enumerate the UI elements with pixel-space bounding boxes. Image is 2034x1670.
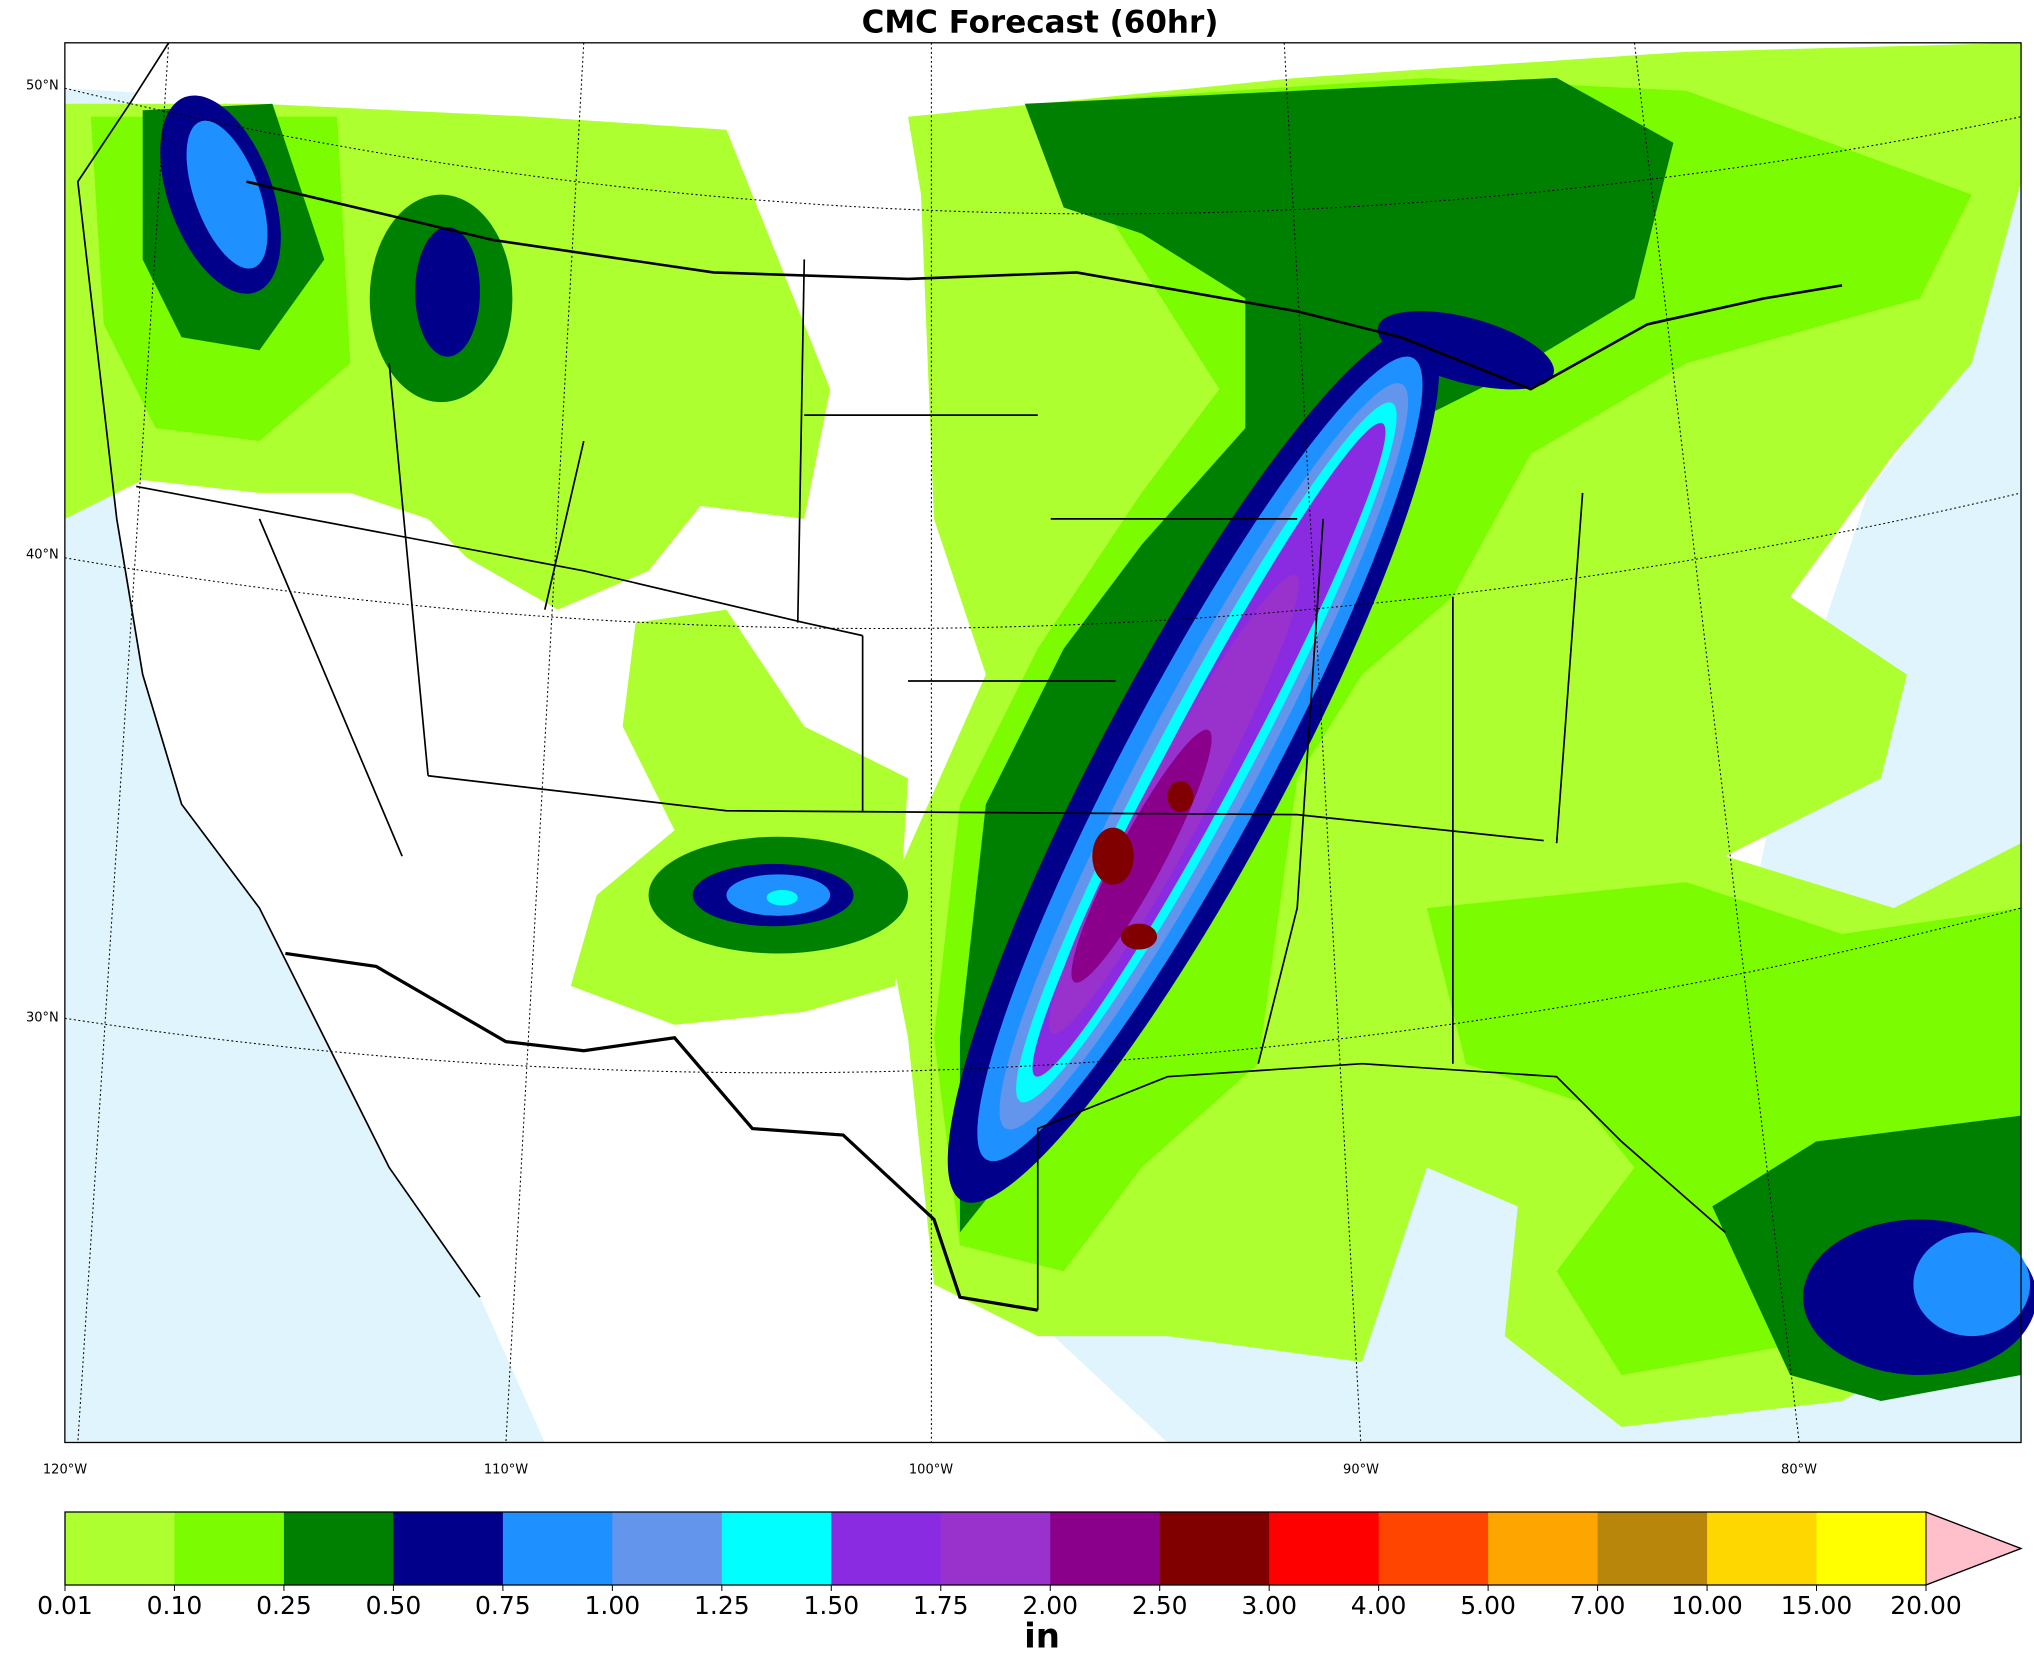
precip-area: [1092, 827, 1134, 885]
colorbar-bin: [1159, 1512, 1270, 1585]
colorbar-bin: [721, 1512, 832, 1585]
colorbar-tick-label: 1.75: [913, 1591, 969, 1620]
ocean: [64, 42, 545, 1443]
graticule: [64, 42, 2022, 1443]
colorbar-tick-label: 0.01: [37, 1591, 93, 1620]
colorbar-tick-label: 4.00: [1351, 1591, 1407, 1620]
precip-area: [1167, 780, 1194, 813]
colorbar-tick-label: 2.00: [1022, 1591, 1078, 1620]
lon-label: 110°W: [484, 1463, 528, 1478]
colorbar-tick-label: 1.25: [694, 1591, 750, 1620]
precip-area: [1120, 923, 1158, 950]
colorbar-bin: [502, 1512, 613, 1585]
colorbar-bin: [65, 1512, 175, 1585]
colorbar-tick-label: 0.25: [256, 1591, 312, 1620]
lon-label: 80°W: [1781, 1463, 1817, 1478]
colorbar-bin: [174, 1512, 285, 1585]
precip-area: [933, 77, 1972, 1272]
colorbar-bin: [1816, 1512, 1927, 1585]
colorbar-tick-label: 1.50: [803, 1591, 859, 1620]
lon-label: 100°W: [909, 1463, 953, 1478]
colorbar-tick-label: 2.50: [1132, 1591, 1188, 1620]
outside-domain: [64, 42, 2022, 111]
colorbar-tick-label: 3.00: [1241, 1591, 1297, 1620]
colorbar-bin: [940, 1512, 1051, 1585]
precip-area: [766, 889, 798, 906]
colorbar-bin: [1378, 1512, 1489, 1585]
colorbar-label: in: [1024, 1617, 1060, 1657]
map: [64, 42, 2034, 1444]
lon-label: 120°W: [43, 1463, 87, 1478]
colorbar-tick-label: 0.50: [366, 1591, 422, 1620]
colorbar-tick-label: 15.00: [1781, 1591, 1853, 1620]
colorbar-tick-label: 5.00: [1460, 1591, 1516, 1620]
lat-label: 30°N: [26, 1011, 59, 1026]
lat-label: 40°N: [26, 548, 59, 563]
colorbar-bin: [1707, 1512, 1818, 1585]
colorbar-tick-label: 0.75: [475, 1591, 531, 1620]
precip-area: [415, 227, 480, 357]
map-frame: [64, 42, 2022, 1444]
colorbar-tick-label: 7.00: [1570, 1591, 1626, 1620]
colorbar-bin: [393, 1512, 504, 1585]
lat-label: 50°N: [26, 79, 59, 94]
colorbar-bin: [831, 1512, 942, 1585]
title: CMC Forecast (60hr): [862, 5, 1219, 41]
colorbar-bin: [1488, 1512, 1599, 1585]
colorbar-tick-label: 10.00: [1671, 1591, 1743, 1620]
colorbar-outline: [64, 1511, 2023, 1586]
precip-area: [1377, 311, 1554, 390]
colorbar-tick-label: 0.10: [147, 1591, 203, 1620]
colorbar-bin: [1269, 1512, 1380, 1585]
precip-area: [1913, 1232, 2031, 1337]
boundaries: [76, 42, 1843, 1312]
colorbar: 0.01 0.10 0.25 0.50 0.75 1.00 1.25 1.50 1.75 2.00…: [37, 1511, 2023, 1620]
colorbar-tick-label: 20.00: [1890, 1591, 1962, 1620]
precip-area: [186, 120, 268, 269]
colorbar-extend: [1925, 1511, 2023, 1586]
colorbar-bin: [612, 1512, 723, 1585]
precipitation: [64, 42, 2034, 1427]
lon-label: 90°W: [1343, 1463, 1379, 1478]
colorbar-bin: [1050, 1512, 1161, 1585]
colorbar-bin: [1597, 1512, 1708, 1585]
colorbar-tick-label: 1.00: [585, 1591, 641, 1620]
colorbar-bin: [283, 1512, 394, 1585]
